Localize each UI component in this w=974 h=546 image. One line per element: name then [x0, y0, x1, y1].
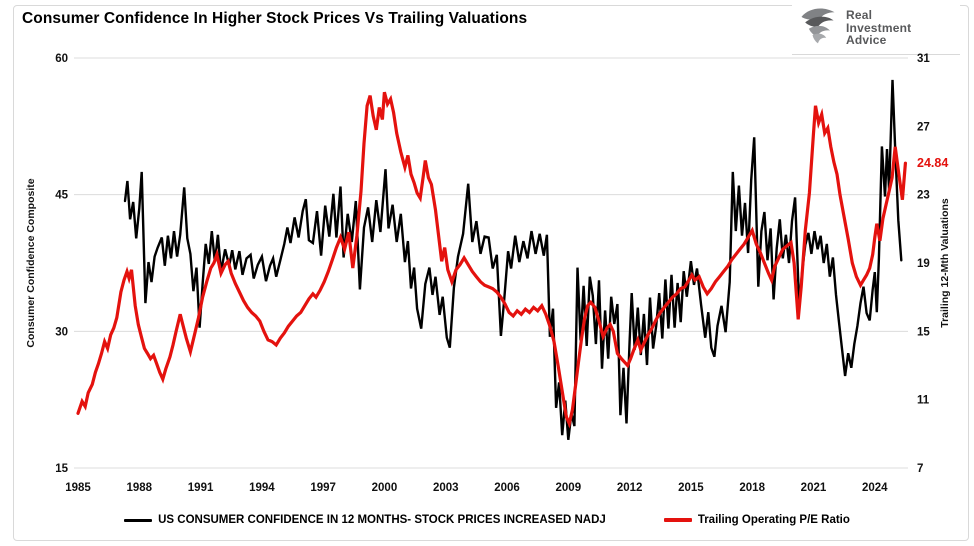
x-axis-tick-label: 1991: [188, 482, 214, 494]
pe-last-value-annotation: 24.84: [917, 156, 948, 170]
x-axis-tick-label: 2021: [801, 482, 827, 494]
right-axis-tick-label: 11: [917, 395, 930, 407]
left-axis-tick-label: 60: [55, 53, 68, 65]
x-axis-tick-label: 2018: [739, 482, 765, 494]
pe-line-swatch: [663, 518, 692, 522]
x-axis-tick-label: 2024: [862, 482, 888, 494]
real-investment-advice-logo: Real Investment Advice: [792, 2, 960, 55]
confidence-line-swatch: [124, 518, 153, 522]
logo-text: Real Investment Advice: [846, 8, 912, 48]
chart-title: Consumer Confidence In Higher Stock Pric…: [22, 10, 528, 27]
left-axis-tick-label: 15: [55, 463, 68, 475]
chart-frame: [13, 5, 969, 541]
x-axis-tick-label: 1994: [249, 482, 275, 494]
x-axis-tick-label: 2006: [494, 482, 520, 494]
right-axis-tick-label: 31: [917, 53, 930, 65]
confidence-legend-label: US CONSUMER CONFIDENCE IN 12 MONTHS- STO…: [158, 514, 606, 526]
x-axis-tick-label: 1985: [65, 482, 91, 494]
left-axis-tick-label: 45: [55, 190, 68, 202]
x-axis-tick-label: 2015: [678, 482, 704, 494]
eagle-head-icon: [796, 4, 840, 53]
confidence-series-line: [123, 79, 903, 440]
left-axis-title: Consumer Confidence Composite: [25, 178, 37, 347]
pe-ratio-series-line: [76, 91, 908, 429]
x-axis-tick-label: 2012: [617, 482, 643, 494]
chart-legend: US CONSUMER CONFIDENCE IN 12 MONTHS- STO…: [0, 514, 974, 526]
x-axis-tick-label: 1988: [126, 482, 152, 494]
right-axis-tick-label: 23: [917, 190, 930, 202]
pe-legend-label: Trailing Operating P/E Ratio: [697, 514, 850, 526]
left-axis-tick-label: 30: [55, 326, 68, 338]
legend-item-pe-ratio: Trailing Operating P/E Ratio: [663, 514, 850, 526]
x-axis-tick-label: 2000: [372, 482, 398, 494]
right-axis-tick-label: 27: [917, 121, 930, 133]
right-axis-tick-label: 7: [917, 463, 923, 475]
x-axis-tick-label: 2003: [433, 482, 459, 494]
right-axis-tick-label: 19: [917, 258, 930, 270]
legend-item-confidence: US CONSUMER CONFIDENCE IN 12 MONTHS- STO…: [124, 514, 606, 526]
right-axis-tick-label: 15: [917, 326, 930, 338]
x-axis-tick-label: 2009: [556, 482, 582, 494]
x-axis-tick-label: 1997: [310, 482, 336, 494]
right-axis-title: Trailing 12-Mth Valuations: [939, 198, 951, 328]
